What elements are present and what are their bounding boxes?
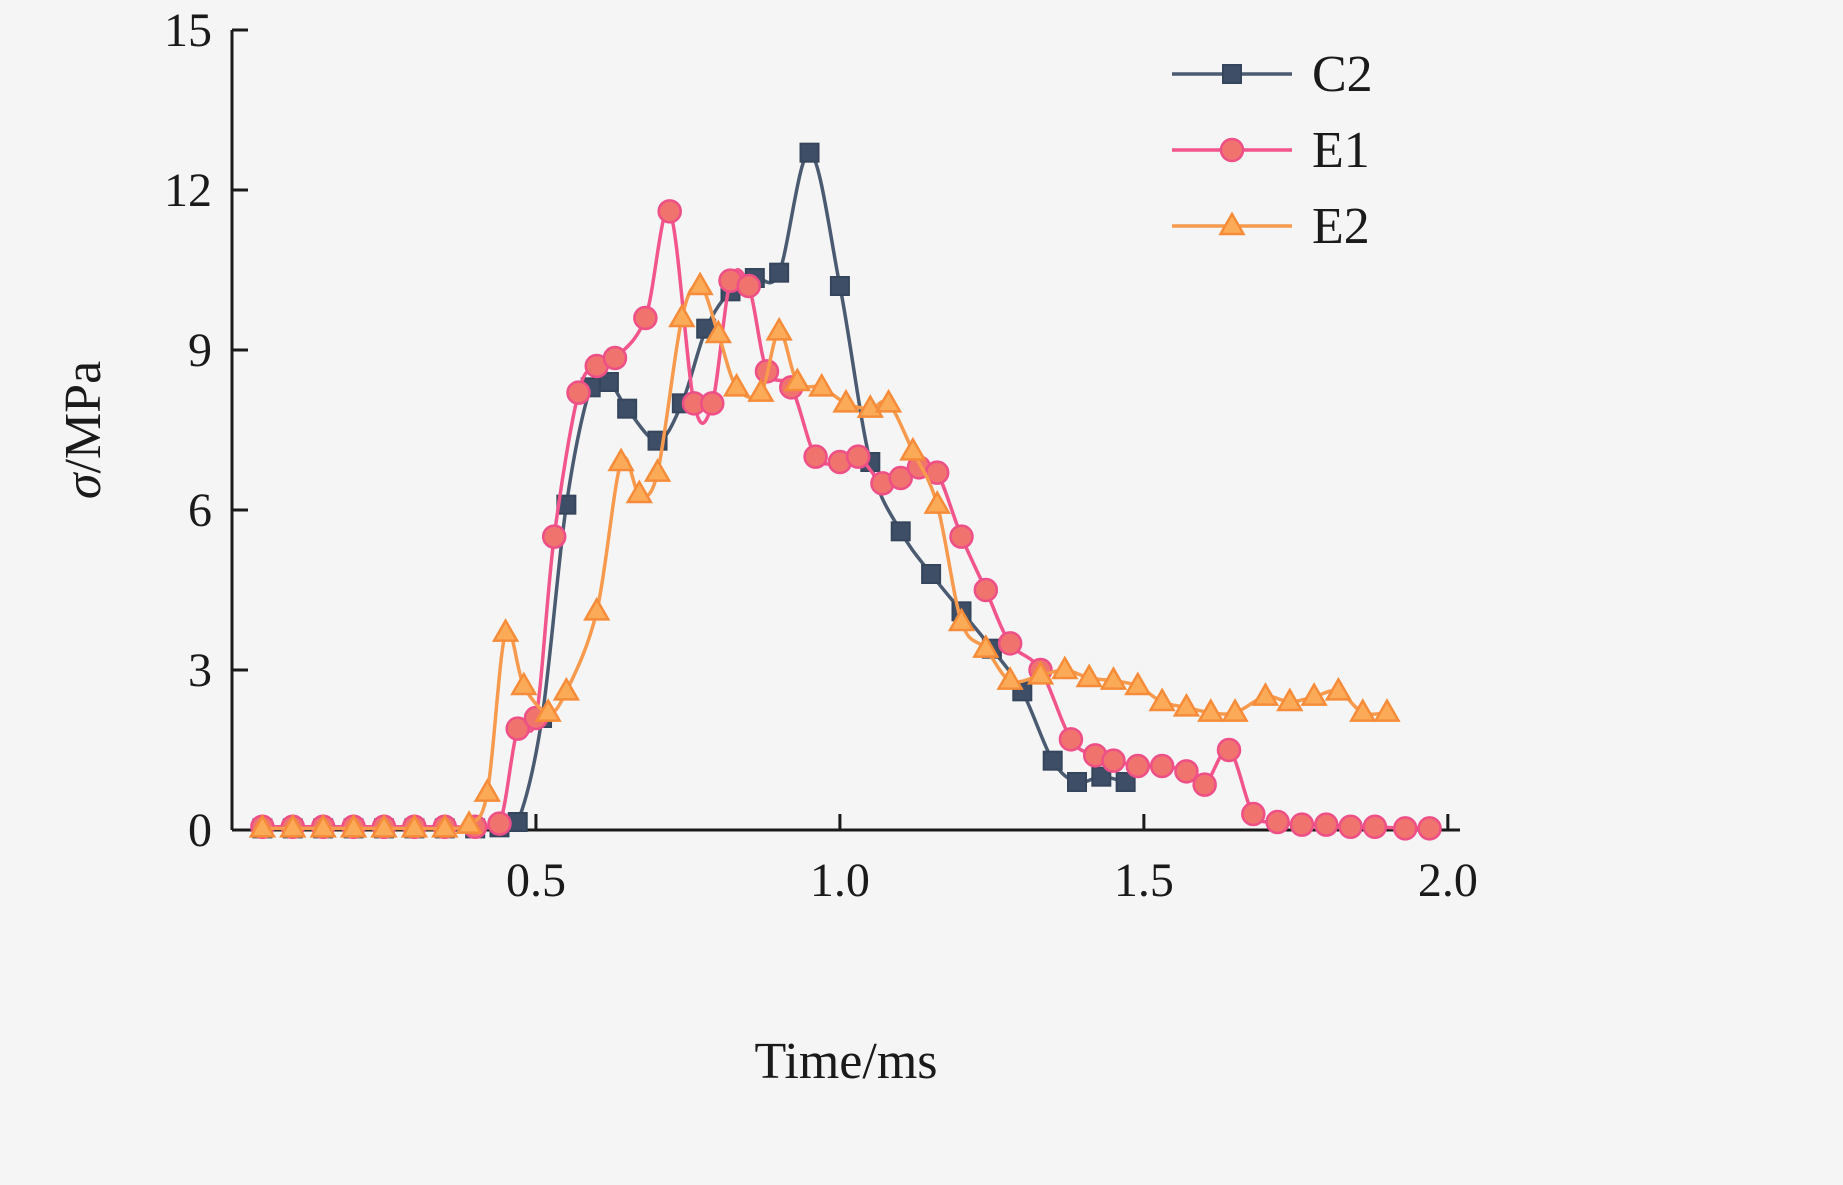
series-E1 <box>250 199 1442 841</box>
series-C2 <box>252 142 1136 839</box>
y-tick-label: 0 <box>188 804 212 857</box>
x-tick-label: 2.0 <box>1418 854 1478 907</box>
axes: 0.5 1.0 1.5 2.0 0 3 6 9 12 15 <box>164 4 1478 907</box>
x-axis-title: Time/ms <box>754 1033 937 1090</box>
legend: C2 E1 E2 <box>1172 46 1373 255</box>
legend-label-E1: E1 <box>1312 122 1370 179</box>
x-tick-label: 1.0 <box>810 854 870 907</box>
legend-label-E2: E2 <box>1312 198 1370 255</box>
y-tick-label: 9 <box>188 324 212 377</box>
series-E2 <box>248 271 1401 838</box>
y-tick-label: 15 <box>164 4 212 57</box>
y-tick-label: 6 <box>188 484 212 537</box>
y-axis-title: σ/MPa <box>55 361 112 499</box>
y-tick-label: 12 <box>164 164 212 217</box>
x-tick-label: 1.5 <box>1114 854 1174 907</box>
legend-label-C2: C2 <box>1312 46 1373 103</box>
y-tick-label: 3 <box>188 644 212 697</box>
x-tick-label: 0.5 <box>506 854 566 907</box>
